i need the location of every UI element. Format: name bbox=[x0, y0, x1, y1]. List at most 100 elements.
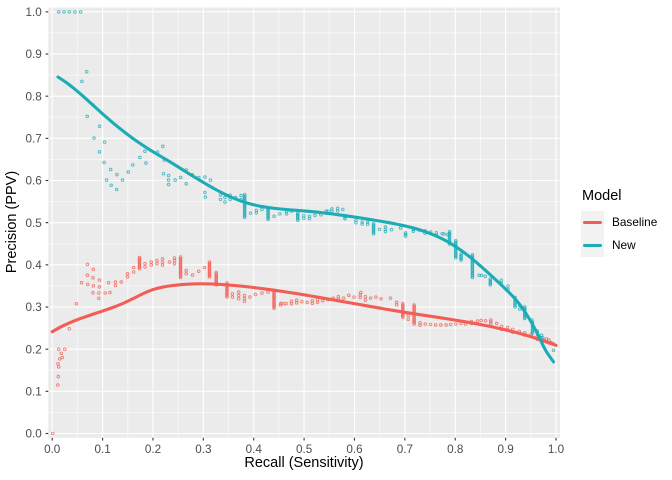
scatter-point-new bbox=[92, 136, 96, 140]
scatter-point-baseline bbox=[91, 284, 96, 288]
scatter-point-baseline bbox=[178, 258, 183, 262]
scatter-point-baseline bbox=[242, 299, 247, 304]
scatter-point-new bbox=[453, 240, 458, 245]
scatter-point-baseline bbox=[178, 267, 183, 272]
scatter-point-new bbox=[104, 178, 109, 182]
scatter-point-baseline bbox=[178, 274, 183, 278]
scatter-point-baseline bbox=[137, 266, 142, 271]
scatter-point-new bbox=[266, 217, 270, 222]
scatter-point-baseline bbox=[178, 271, 183, 275]
scatter-point-baseline bbox=[167, 260, 172, 264]
scatter-point-new bbox=[313, 213, 317, 218]
scatter-point-baseline bbox=[368, 296, 373, 300]
scatter-point-baseline bbox=[423, 322, 428, 326]
scatter-point-new bbox=[453, 254, 458, 259]
scatter-point-new bbox=[453, 248, 458, 252]
x-tick-label: 0.9 bbox=[497, 443, 513, 456]
scatter-point-baseline bbox=[202, 265, 207, 270]
scatter-point-new bbox=[470, 275, 475, 280]
scatter-point-new bbox=[459, 258, 463, 262]
scatter-point-new bbox=[453, 249, 458, 254]
scatter-point-baseline bbox=[401, 306, 405, 310]
scatter-point-new bbox=[166, 178, 171, 182]
scatter-point-baseline bbox=[236, 297, 241, 301]
scatter-point-new bbox=[56, 10, 61, 14]
scatter-point-new bbox=[411, 229, 416, 234]
scatter-point-new bbox=[506, 284, 510, 288]
scatter-point-baseline bbox=[394, 303, 399, 307]
x-axis-title: Recall (Sensitivity) bbox=[244, 455, 364, 471]
scatter-point-baseline bbox=[125, 275, 130, 279]
scatter-point-baseline bbox=[418, 323, 422, 327]
scatter-point-new bbox=[470, 274, 475, 278]
scatter-point-baseline bbox=[412, 304, 416, 309]
scatter-point-new bbox=[398, 226, 403, 230]
scatter-point-baseline bbox=[412, 322, 416, 326]
scatter-point-baseline bbox=[300, 299, 304, 304]
scatter-point-new bbox=[272, 214, 276, 218]
scatter-point-new bbox=[73, 10, 77, 14]
scatter-point-baseline bbox=[412, 303, 416, 307]
scatter-point-baseline bbox=[108, 290, 112, 295]
scatter-point-baseline bbox=[172, 262, 177, 266]
scatter-point-new bbox=[203, 175, 207, 179]
x-tick-label: 0.1 bbox=[94, 443, 110, 456]
scatter-point-new bbox=[488, 283, 493, 287]
x-tick-label: 1.0 bbox=[548, 443, 565, 456]
scatter-point-baseline bbox=[56, 347, 61, 352]
scatter-point-baseline bbox=[91, 267, 96, 272]
scatter-point-new bbox=[340, 207, 345, 212]
scatter-point-baseline bbox=[494, 321, 499, 326]
y-tick-label: 0.0 bbox=[26, 428, 43, 441]
scatter-point-baseline bbox=[412, 319, 416, 323]
scatter-point-new bbox=[335, 209, 340, 213]
scatter-point-baseline bbox=[85, 273, 90, 277]
scatter-point-baseline bbox=[388, 296, 393, 300]
scatter-point-new bbox=[161, 144, 165, 149]
x-tick-label: 0.0 bbox=[44, 443, 61, 456]
y-tick-label: 0.8 bbox=[26, 90, 42, 103]
scatter-point-new bbox=[447, 236, 452, 240]
scatter-point-baseline bbox=[289, 301, 294, 306]
scatter-point-baseline bbox=[50, 431, 55, 436]
scatter-point-baseline bbox=[178, 269, 183, 273]
scatter-point-baseline bbox=[184, 268, 188, 273]
scatter-point-new bbox=[223, 200, 227, 204]
scatter-point-baseline bbox=[352, 295, 356, 299]
scatter-point-new bbox=[442, 232, 446, 236]
y-tick-label: 0.1 bbox=[26, 386, 42, 399]
scatter-point-baseline bbox=[178, 266, 183, 270]
scatter-point-baseline bbox=[489, 318, 493, 322]
scatter-point-baseline bbox=[236, 293, 241, 298]
scatter-point-baseline bbox=[67, 326, 72, 331]
scatter-point-baseline bbox=[479, 318, 483, 323]
y-tick-label: 0.6 bbox=[26, 175, 42, 188]
scatter-point-baseline bbox=[272, 305, 276, 309]
scatter-point-new bbox=[278, 212, 282, 216]
scatter-point-new bbox=[120, 178, 125, 182]
scatter-point-new bbox=[97, 124, 102, 129]
scatter-point-new bbox=[513, 305, 517, 309]
scatter-point-new bbox=[447, 231, 452, 235]
scatter-point-baseline bbox=[97, 278, 102, 282]
scatter-point-baseline bbox=[439, 323, 443, 327]
scatter-point-new bbox=[248, 211, 253, 215]
scatter-point-new bbox=[166, 173, 171, 178]
scatter-point-baseline bbox=[103, 291, 107, 295]
legend-title: Model bbox=[582, 187, 622, 204]
y-axis-title-text: Precision (PPV) bbox=[4, 170, 20, 274]
scatter-point-new bbox=[453, 238, 458, 243]
scatter-point-new bbox=[307, 216, 312, 221]
scatter-point-baseline bbox=[85, 282, 90, 287]
scatter-point-baseline bbox=[190, 273, 195, 277]
scatter-point-new bbox=[365, 222, 370, 226]
scatter-point-new bbox=[114, 187, 119, 192]
scatter-point-baseline bbox=[178, 272, 183, 277]
scatter-point-new bbox=[371, 230, 376, 235]
scatter-point-baseline bbox=[155, 262, 159, 266]
y-tick-label: 0.3 bbox=[26, 301, 42, 314]
scatter-point-baseline bbox=[178, 256, 183, 261]
scatter-point-new bbox=[440, 231, 444, 236]
scatter-point-new bbox=[109, 183, 113, 188]
scatter-point-baseline bbox=[248, 295, 252, 299]
